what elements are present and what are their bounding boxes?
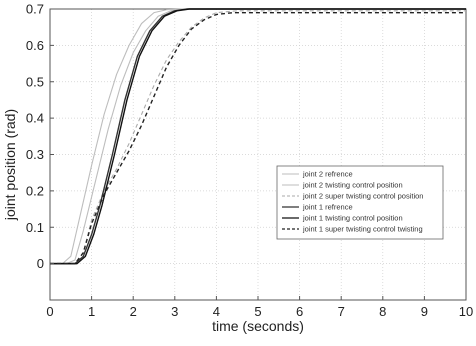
x-tick-label: 0 — [46, 304, 53, 319]
x-tick-label: 4 — [213, 304, 220, 319]
y-tick-label: 0.3 — [26, 147, 44, 162]
ticks-layer: 0 1 2 3 4 5 6 7 8 9 10 0 0.1 0.2 0.3 0.4 0.5 0.6 0.7 — [26, 2, 473, 320]
x-axis-label: time (seconds) — [212, 318, 304, 334]
legend-entry-6: joint 1 super twisting control twisting — [302, 225, 423, 234]
legend: joint 2 refrence joint 2 twisting control… — [276, 165, 444, 240]
y-tick-label: 0.5 — [26, 74, 44, 89]
legend-box — [276, 165, 444, 240]
legend-entry-5: joint 1 twisting control position — [302, 214, 403, 223]
legend-entry-4: joint 1 refrence — [302, 203, 353, 212]
y-tick-label: 0.1 — [26, 220, 44, 235]
x-tick-label: 5 — [254, 304, 261, 319]
x-tick-label: 9 — [421, 304, 428, 319]
series-line-3 — [50, 10, 466, 265]
y-tick-label: 0.7 — [26, 2, 44, 17]
y-tick-label: 0.2 — [26, 183, 44, 198]
x-tick-label: 3 — [171, 304, 178, 319]
series-layer — [50, 8, 466, 265]
x-tick-label: 7 — [338, 304, 345, 319]
legend-entry-1: joint 2 refrence — [302, 170, 353, 179]
y-tick-label: 0 — [37, 256, 44, 271]
y-tick-label: 0.4 — [26, 111, 44, 126]
y-tick-label: 0.6 — [26, 38, 44, 53]
x-tick-label: 6 — [296, 304, 303, 319]
y-axis-label: joint position (rad) — [2, 109, 18, 221]
legend-entry-2: joint 2 twisting control position — [302, 181, 403, 190]
series-line-6 — [50, 11, 466, 265]
legend-entry-3: joint 2 super twisting control position — [302, 192, 423, 201]
x-tick-label: 8 — [379, 304, 386, 319]
x-tick-label: 1 — [88, 304, 95, 319]
series-line-5 — [50, 8, 466, 265]
x-tick-label: 2 — [130, 304, 137, 319]
x-tick-label: 10 — [459, 304, 473, 319]
